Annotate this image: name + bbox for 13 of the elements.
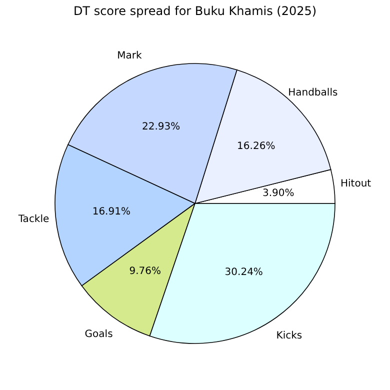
data-label: 9.76%: [129, 266, 162, 278]
slice-label: Handballs: [288, 87, 338, 98]
slice-label: Hitout: [340, 178, 372, 190]
slice-label: Kicks: [276, 330, 302, 342]
slice-label: Goals: [84, 328, 113, 340]
slice-label: Mark: [117, 50, 142, 62]
slice-label: Tackle: [17, 214, 50, 226]
data-label: 30.24%: [224, 266, 263, 278]
data-label: 3.90%: [262, 188, 294, 200]
data-label: 22.93%: [142, 122, 180, 133]
data-label: 16.91%: [92, 206, 130, 218]
data-label: 16.26%: [237, 140, 276, 152]
chart-title: DT score spread for Buku Khamis (2025): [73, 4, 317, 18]
